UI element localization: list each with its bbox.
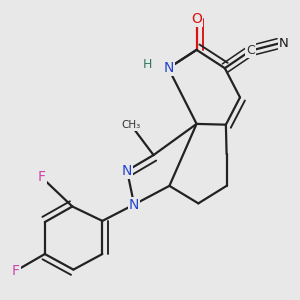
Text: N: N	[278, 37, 288, 50]
Text: H: H	[143, 58, 153, 71]
Text: C: C	[246, 44, 255, 57]
Text: N: N	[163, 61, 173, 75]
Text: F: F	[12, 264, 20, 278]
Text: O: O	[191, 12, 202, 26]
Text: N: N	[122, 164, 132, 178]
Text: CH₃: CH₃	[122, 121, 141, 130]
Text: F: F	[38, 170, 46, 184]
Text: N: N	[129, 197, 139, 212]
